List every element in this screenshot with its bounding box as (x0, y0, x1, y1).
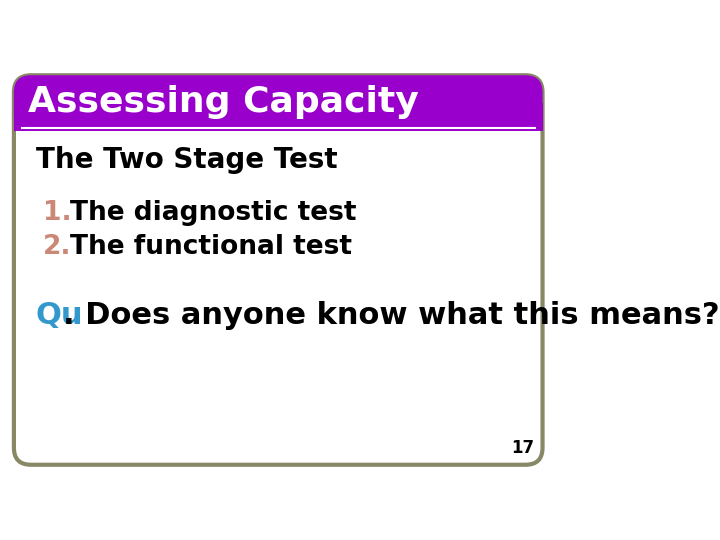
Bar (14, 103, 543, 131)
Text: 17: 17 (512, 439, 535, 457)
Text: . Does anyone know what this means?: . Does anyone know what this means? (63, 301, 720, 330)
FancyBboxPatch shape (14, 75, 543, 465)
Text: 1.: 1. (43, 200, 72, 226)
Text: Assessing Capacity: Assessing Capacity (28, 85, 418, 118)
FancyBboxPatch shape (14, 75, 543, 131)
Text: The Two Stage Test: The Two Stage Test (35, 146, 337, 174)
Text: Qu: Qu (35, 301, 83, 330)
Text: The diagnostic test: The diagnostic test (70, 200, 356, 226)
Text: 2.: 2. (43, 234, 72, 260)
Text: The functional test: The functional test (70, 234, 351, 260)
